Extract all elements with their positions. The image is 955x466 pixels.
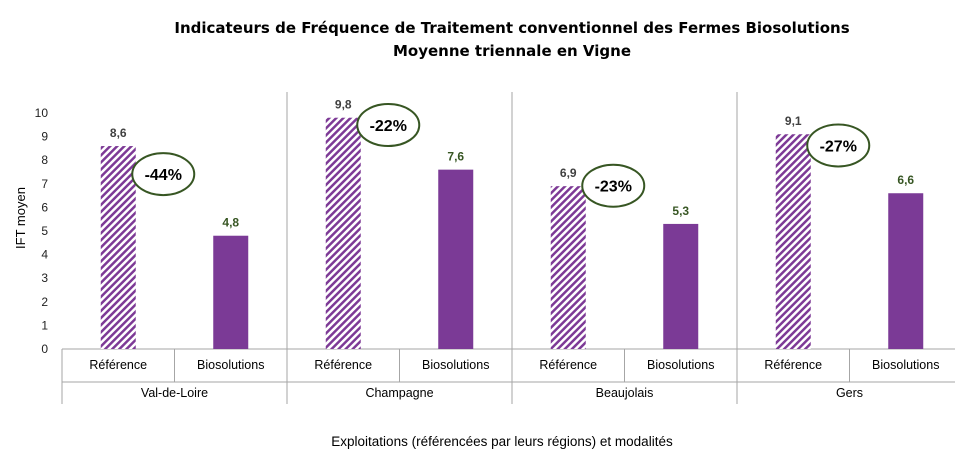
bar-reference xyxy=(550,186,586,349)
group-label: Val-de-Loire xyxy=(141,386,208,400)
axes: 0 1 2 3 4 5 6 7 8 9 10 Val-de-Loire Référence Biosolu… xyxy=(35,92,955,404)
category-label: Biosolutions xyxy=(647,358,714,372)
y-tick-label: 1 xyxy=(41,318,48,332)
y-tick-label: 6 xyxy=(41,200,48,214)
chart-subtitle: Moyenne triennale en Vigne xyxy=(393,42,631,60)
bar-biosolutions xyxy=(213,235,249,349)
y-tick-label: 4 xyxy=(41,248,48,262)
bars xyxy=(100,117,924,349)
reduction-label: -23% xyxy=(595,179,632,196)
group-label: Champagne xyxy=(365,386,433,400)
y-tick-label: 9 xyxy=(41,130,48,144)
reduction-annotations: -44% -22% -23% -27% xyxy=(131,103,871,208)
category-label: Biosolutions xyxy=(422,358,489,372)
data-label: 5,3 xyxy=(672,204,689,218)
data-label: 9,8 xyxy=(335,98,352,112)
bar-biosolutions xyxy=(438,169,474,349)
bar-reference xyxy=(100,146,136,349)
y-tick-label: 3 xyxy=(41,271,48,285)
reduction-ellipse xyxy=(131,152,196,197)
category-label: Référence xyxy=(89,358,147,372)
data-label: 9,1 xyxy=(785,114,802,128)
data-label: 6,9 xyxy=(560,166,577,180)
y-tick-label: 10 xyxy=(35,106,49,120)
reduction-ellipse xyxy=(581,163,646,208)
y-tick-label: 0 xyxy=(41,342,48,356)
y-tick-label: 7 xyxy=(41,177,48,191)
data-labels: 8,6 4,8 9,8 7,6 6,9 5,3 9,1 6,6 xyxy=(110,98,915,230)
x-axis-label: Exploitations (référencées par leurs rég… xyxy=(331,434,673,449)
reduction-label: -44% xyxy=(145,167,182,184)
y-tick-label: 2 xyxy=(41,295,48,309)
data-label: 7,6 xyxy=(447,150,464,164)
bar-reference xyxy=(325,117,361,349)
group-label: Beaujolais xyxy=(596,386,654,400)
data-label: 6,6 xyxy=(897,173,914,187)
category-label: Référence xyxy=(539,358,597,372)
bar-reference xyxy=(775,134,811,349)
chart-title: Indicateurs de Fréquence de Traitement c… xyxy=(174,19,849,37)
data-label: 8,6 xyxy=(110,126,127,140)
reduction-label: -22% xyxy=(370,118,407,135)
y-tick-label: 8 xyxy=(41,153,48,167)
y-tick-label: 5 xyxy=(41,224,48,238)
reduction-ellipse xyxy=(806,123,871,168)
category-label: Référence xyxy=(314,358,372,372)
data-label: 4,8 xyxy=(222,216,239,230)
bar-biosolutions xyxy=(663,223,699,349)
bar-biosolutions xyxy=(888,193,924,349)
group-label: Gers xyxy=(836,386,863,400)
category-label: Biosolutions xyxy=(197,358,264,372)
y-axis-label: IFT moyen xyxy=(13,187,28,249)
reduction-ellipse xyxy=(356,103,421,148)
category-label: Référence xyxy=(764,358,822,372)
category-label: Biosolutions xyxy=(872,358,939,372)
reduction-label: -27% xyxy=(820,138,857,155)
